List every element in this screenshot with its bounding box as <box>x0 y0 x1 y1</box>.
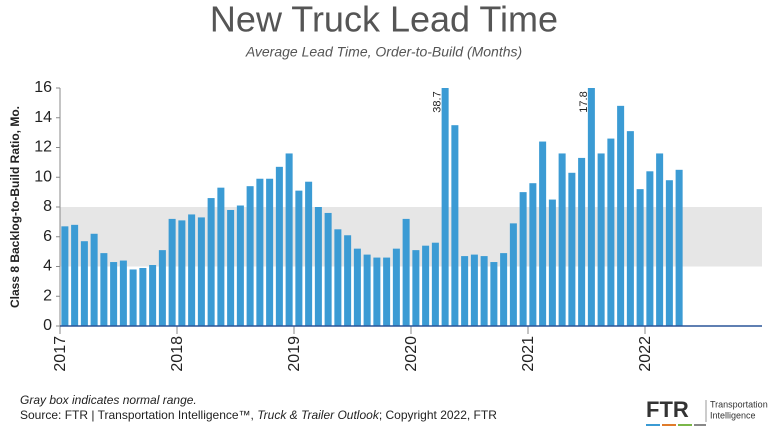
bar <box>626 131 634 326</box>
bar <box>558 153 566 326</box>
bar <box>665 180 673 326</box>
bar <box>548 199 556 326</box>
bar <box>314 207 322 326</box>
bar <box>656 153 664 326</box>
bar <box>266 178 274 326</box>
logo-stripe <box>662 424 676 426</box>
bar <box>90 233 98 326</box>
bar <box>207 198 215 326</box>
y-tick-label: 4 <box>43 258 52 275</box>
y-tick-label: 2 <box>43 287 52 304</box>
bar <box>344 235 352 326</box>
x-tick-label: 2022 <box>637 336 654 372</box>
bar <box>188 214 196 326</box>
chart-subtitle: Average Lead Time, Order-to-Build (Month… <box>245 44 522 60</box>
x-tick-label: 2021 <box>520 336 537 372</box>
bar <box>110 262 118 326</box>
note: Gray box indicates normal range. <box>20 393 197 407</box>
bar <box>490 262 498 326</box>
bar <box>197 217 205 326</box>
bar <box>636 189 644 326</box>
y-tick-label: 14 <box>34 109 52 126</box>
x-tick-label: 2019 <box>286 336 303 372</box>
bar <box>422 245 430 326</box>
bar <box>149 265 157 326</box>
bar <box>158 250 166 326</box>
x-tick-label: 2018 <box>169 336 186 372</box>
x-tick-label: 2017 <box>52 336 69 372</box>
y-tick-label: 0 <box>43 317 52 334</box>
bar <box>470 254 478 326</box>
bar <box>392 248 400 326</box>
bar <box>168 218 176 326</box>
data-label: 38.7 <box>432 91 444 112</box>
bar <box>275 166 283 326</box>
bar <box>324 212 332 326</box>
source-text: Truck & Trailer Outlook <box>257 408 380 422</box>
bar <box>441 88 449 326</box>
bar <box>431 242 439 326</box>
bar <box>578 157 586 326</box>
bar <box>71 224 79 326</box>
source: Source: FTR | Transportation Intelligenc… <box>20 408 497 422</box>
bar <box>129 269 137 326</box>
y-tick-label: 16 <box>34 79 52 96</box>
bar <box>597 153 605 326</box>
bar <box>568 172 576 326</box>
bar <box>461 256 469 326</box>
bar <box>80 241 88 326</box>
source-text: Source: FTR | Transportation Intelligenc… <box>20 408 257 422</box>
bar <box>373 257 381 326</box>
bar <box>246 186 254 326</box>
y-tick-label: 10 <box>34 168 52 185</box>
bar <box>529 183 537 326</box>
x-tick-label: 2020 <box>403 336 420 372</box>
bar <box>236 205 244 326</box>
bar <box>480 256 488 326</box>
bar <box>500 253 508 326</box>
logo-stripe <box>678 424 692 426</box>
logo-text: Intelligence <box>710 410 756 420</box>
logo-stripe <box>694 424 706 426</box>
bar <box>451 125 459 326</box>
bar <box>227 209 235 326</box>
bar <box>607 138 615 326</box>
normal-range <box>60 207 762 267</box>
y-tick-label: 8 <box>43 198 52 215</box>
bar <box>353 248 361 326</box>
chart-title: New Truck Lead Time <box>210 0 558 40</box>
bar <box>305 181 313 326</box>
source-text: ; Copyright 2022, FTR <box>379 408 497 422</box>
bar <box>139 267 147 326</box>
logo-stripe <box>646 424 660 426</box>
bar <box>295 190 303 326</box>
bar <box>587 88 595 326</box>
y-axis-label: Class 8 Backlog-to-Build Ratio, Mo. <box>8 106 22 308</box>
data-label: 17.8 <box>578 91 590 112</box>
bar <box>509 223 517 326</box>
logo-text: Transportation <box>710 399 768 409</box>
logo-name: FTR <box>646 397 689 422</box>
bar <box>412 250 420 326</box>
bar <box>675 169 683 326</box>
bar <box>363 254 371 326</box>
bar <box>519 192 527 326</box>
bar <box>285 153 293 326</box>
bar <box>334 229 342 326</box>
bar <box>178 220 186 326</box>
bar <box>100 253 108 326</box>
bar <box>402 218 410 326</box>
bar <box>617 105 625 326</box>
bar <box>61 226 69 326</box>
bar <box>646 171 654 326</box>
bar <box>217 187 225 326</box>
bar <box>256 178 264 326</box>
bar <box>383 257 391 326</box>
y-tick-label: 6 <box>43 228 52 245</box>
bar <box>539 141 547 326</box>
y-tick-label: 12 <box>34 139 52 156</box>
bar <box>119 260 127 326</box>
